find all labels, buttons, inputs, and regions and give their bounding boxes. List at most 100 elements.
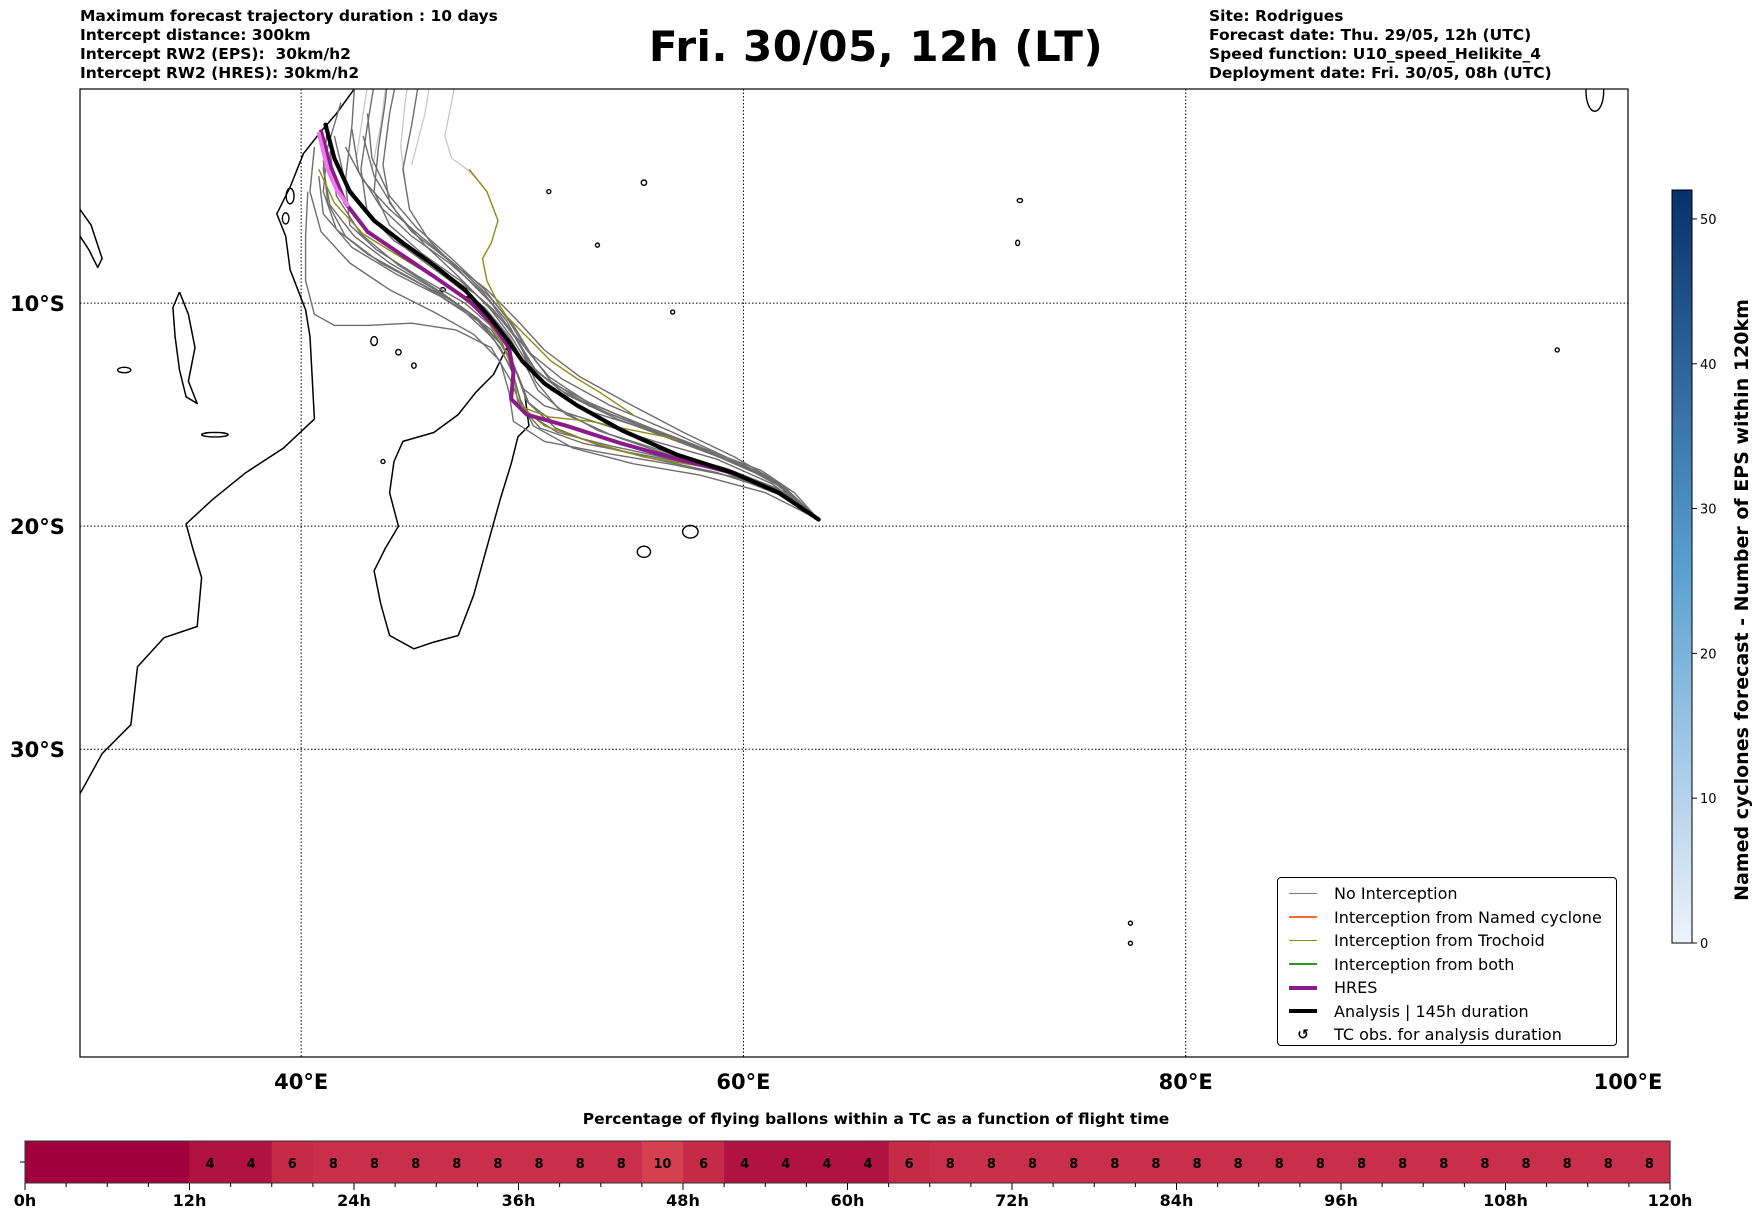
map-frame: [79, 88, 1629, 1058]
deployment-date-text: Deployment date: Fri. 30/05, 08h (UTC): [1209, 64, 1552, 82]
colorbar-tick-label: 10: [1700, 792, 1717, 807]
strip-cell-value: 8: [1028, 1157, 1037, 1172]
analysis-track: [323, 122, 821, 522]
legend-line-swatch: [1284, 1009, 1322, 1013]
speed-function-text: Speed function: U10_speed_Helikite_4: [1209, 45, 1542, 63]
strip-cell: [1587, 1141, 1630, 1183]
eps-track-trochoid: [517, 405, 678, 440]
strip-title: Percentage of flying ballons within a TC…: [582, 1110, 1170, 1128]
strip-cell-value: 4: [864, 1157, 873, 1172]
eps-track-trochoid: [318, 169, 700, 467]
island-outline: [636, 545, 652, 559]
strip-cell-value: 4: [206, 1157, 215, 1172]
lon-tick-label: 40°E: [274, 1070, 328, 1094]
strip-cell-value: 6: [288, 1157, 297, 1172]
hres-track: [319, 129, 821, 522]
strip-cell: [970, 1141, 1013, 1183]
strip-cell: [354, 1141, 396, 1183]
strip-cell-value: 8: [329, 1157, 338, 1172]
strip-cell-value: 8: [1522, 1157, 1531, 1172]
strip-cell: [148, 1141, 191, 1183]
island-outline: [546, 188, 552, 195]
strip-cell: [271, 1141, 314, 1183]
strip-cell: [436, 1141, 478, 1183]
legend-label: No Interception: [1334, 884, 1458, 903]
strip-cell: [395, 1141, 437, 1183]
coastline: [80, 89, 355, 795]
strip-cell-value: 8: [370, 1157, 379, 1172]
strip-cell-value: 4: [740, 1157, 749, 1172]
eps-track-no-interception: [329, 151, 819, 521]
flight-time-strip: 4 4 6 8 8 8 8 8 8 8 8 10 6 4 4 4 4 6 8 8 8 8 8 8 8 8 8 8 8 8 8 8 8 8 8 8 0h 1…: [14, 1140, 1692, 1210]
lat-tick-label: 20°S: [10, 515, 65, 539]
island-outline: [370, 335, 379, 347]
legend-entry: Interception from Named cyclone: [1278, 906, 1602, 929]
strip-cell: [683, 1141, 725, 1183]
eps-track-faded: [444, 89, 479, 181]
strip-cell: [189, 1141, 232, 1183]
strip-cell-value: 8: [946, 1157, 955, 1172]
colorbar-tick-label: 30: [1700, 503, 1717, 518]
island-outline: [1127, 940, 1134, 946]
island-outline: [285, 187, 295, 205]
strip-cell-value: 4: [781, 1157, 790, 1172]
site-text: Site: Rodrigues: [1209, 7, 1344, 25]
strip-cell-value: 8: [1480, 1157, 1489, 1172]
eps-track-faded: [411, 89, 430, 165]
island-outline: [439, 287, 447, 293]
legend-line-swatch: [1284, 985, 1322, 990]
legend-entry: Analysis | 145h duration: [1278, 1000, 1529, 1023]
strip-cell: [1258, 1141, 1301, 1183]
island-outline: [669, 309, 676, 315]
strip-cell: [888, 1141, 931, 1183]
legend-entry: Interception from Trochoid: [1278, 929, 1545, 952]
legend-entry: ↺ TC obs. for analysis duration: [1278, 1023, 1562, 1046]
colorbar-tick-label: 20: [1700, 647, 1717, 662]
strip-cell: [1217, 1141, 1260, 1183]
strip-cell: [847, 1141, 890, 1183]
trajectories: [304, 89, 821, 522]
strip-cell-value: 8: [1439, 1157, 1448, 1172]
strip-cell-value: 8: [1604, 1157, 1613, 1172]
map-legend: No Interception Interception from Named c…: [1277, 877, 1617, 1046]
colorbar: 0 10 20 30 40 50: [1671, 189, 1717, 952]
strip-cell-value: 8: [1234, 1157, 1243, 1172]
coastline: [373, 347, 530, 650]
island-outline: [1127, 920, 1134, 926]
eps-track-no-interception: [309, 146, 819, 521]
strip-cell-value: 8: [535, 1157, 544, 1172]
strip-cell: [477, 1141, 520, 1183]
strip-cell-value: 10: [653, 1157, 671, 1172]
legend-line: [1289, 963, 1317, 965]
legend-line-swatch: [1284, 892, 1322, 895]
lon-tick-label: 100°E: [1594, 1070, 1663, 1094]
intercept-eps-text: Intercept RW2 (EPS): 30km/h2: [80, 45, 351, 63]
legend-line: [1289, 985, 1317, 990]
strip-cell-value: 8: [1151, 1157, 1160, 1172]
eps-track-faded: [400, 89, 408, 181]
strip-time-label: 12h: [173, 1191, 207, 1210]
legend-line: [1289, 1009, 1317, 1013]
strip-cell-value: 8: [452, 1157, 461, 1172]
cyclone-symbol-icon: ↺: [1297, 1026, 1309, 1043]
colorbar-tick-label: 40: [1700, 358, 1717, 373]
strip-cell: [1012, 1141, 1054, 1183]
strip-cell-value: 8: [1193, 1157, 1202, 1172]
strip-cell-value: 4: [247, 1157, 256, 1172]
strip-cell-value: 8: [493, 1157, 502, 1172]
strip-cell: [1135, 1141, 1178, 1183]
strip-cell-value: 8: [1275, 1157, 1284, 1172]
strip-cell-value: 4: [822, 1157, 831, 1172]
forecast-date-text: Forecast date: Thu. 29/05, 12h (UTC): [1209, 26, 1532, 44]
strip-cell: [1464, 1141, 1507, 1183]
strip-time-label: 60h: [831, 1191, 865, 1210]
legend-line: [1289, 916, 1317, 918]
strip-cell-value: 8: [1316, 1157, 1325, 1172]
strip-cell: [806, 1141, 849, 1183]
island-outline: [116, 366, 132, 374]
strip-cell: [518, 1141, 561, 1183]
legend-label: TC obs. for analysis duration: [1334, 1025, 1562, 1044]
map-title: Fri. 30/05, 12h (LT): [648, 22, 1104, 71]
coastline: [80, 208, 103, 269]
strip-cell-value: 8: [617, 1157, 626, 1172]
